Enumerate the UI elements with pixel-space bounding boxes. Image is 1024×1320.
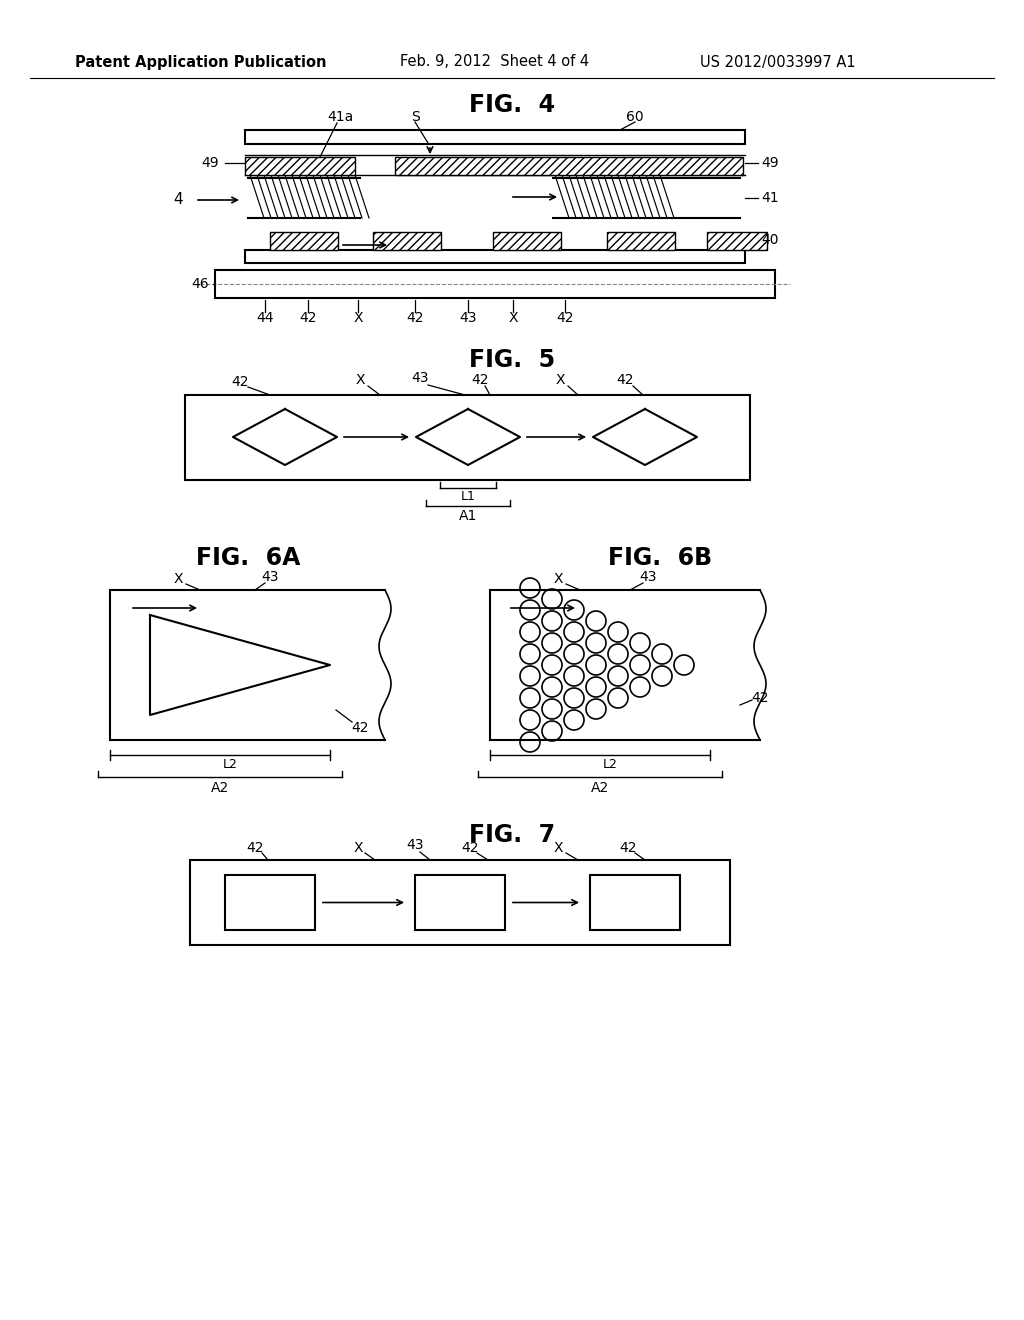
Text: 42: 42 [407, 312, 424, 325]
Text: X: X [508, 312, 518, 325]
Text: 4: 4 [173, 193, 183, 207]
Text: Patent Application Publication: Patent Application Publication [75, 54, 327, 70]
Text: 41a: 41a [327, 110, 353, 124]
Text: 44: 44 [256, 312, 273, 325]
Text: X: X [555, 374, 565, 387]
Bar [245, 249, 745, 263]
Bar [245, 157, 355, 176]
Text: 43: 43 [407, 838, 424, 851]
Bar [270, 232, 338, 249]
Text: FIG.  5: FIG. 5 [469, 348, 555, 372]
Text: L2: L2 [602, 759, 617, 771]
Bar [395, 157, 743, 176]
Text: FIG.  6B: FIG. 6B [608, 546, 712, 570]
Text: 42: 42 [351, 721, 369, 735]
Bar [415, 875, 505, 931]
Bar [245, 129, 745, 144]
Bar [185, 395, 750, 480]
Text: 42: 42 [616, 374, 634, 387]
Text: A2: A2 [211, 781, 229, 795]
Text: X: X [553, 841, 563, 855]
Text: 49: 49 [201, 156, 219, 170]
Text: X: X [353, 312, 362, 325]
Text: 42: 42 [461, 841, 479, 855]
Text: FIG.  4: FIG. 4 [469, 92, 555, 117]
Text: 43: 43 [639, 570, 656, 583]
Text: 42: 42 [752, 690, 769, 705]
Text: L1: L1 [461, 491, 475, 503]
Text: X: X [353, 841, 362, 855]
Bar [215, 271, 775, 298]
Text: L2: L2 [222, 759, 238, 771]
Text: X: X [355, 374, 365, 387]
Bar [225, 875, 315, 931]
Text: 43: 43 [412, 371, 429, 385]
Text: 42: 42 [620, 841, 637, 855]
Text: 42: 42 [231, 375, 249, 389]
Bar [607, 232, 675, 249]
Text: 42: 42 [471, 374, 488, 387]
Text: 42: 42 [299, 312, 316, 325]
Text: US 2012/0033997 A1: US 2012/0033997 A1 [700, 54, 856, 70]
Bar [493, 232, 561, 249]
Text: A1: A1 [459, 510, 477, 523]
Bar [190, 861, 730, 945]
Text: 43: 43 [261, 570, 279, 583]
Text: 42: 42 [556, 312, 573, 325]
Text: A2: A2 [591, 781, 609, 795]
Text: 41: 41 [761, 191, 779, 205]
Text: 46: 46 [191, 277, 209, 290]
Text: 42: 42 [246, 841, 264, 855]
Text: 49: 49 [761, 156, 779, 170]
Text: FIG.  6A: FIG. 6A [196, 546, 300, 570]
Text: 60: 60 [627, 110, 644, 124]
Text: X: X [553, 572, 563, 586]
Text: Feb. 9, 2012  Sheet 4 of 4: Feb. 9, 2012 Sheet 4 of 4 [400, 54, 589, 70]
Bar [707, 232, 767, 249]
Text: 43: 43 [459, 312, 477, 325]
Text: FIG.  7: FIG. 7 [469, 822, 555, 847]
Bar [590, 875, 680, 931]
Bar [373, 232, 441, 249]
Text: 40: 40 [761, 234, 778, 247]
Text: S: S [411, 110, 420, 124]
Text: X: X [173, 572, 182, 586]
